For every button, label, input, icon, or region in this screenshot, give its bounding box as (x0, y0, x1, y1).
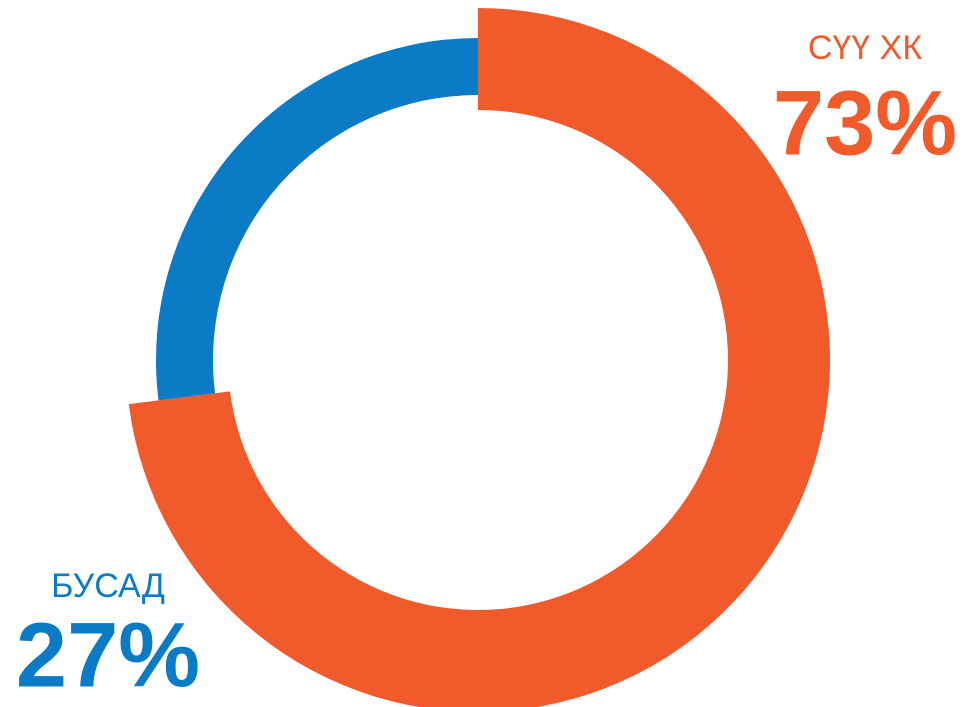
donut-segment (156, 38, 478, 401)
segment-name: БУСАД (51, 567, 165, 605)
donut-segment (128, 8, 830, 707)
segment-value: 27% (16, 604, 200, 706)
segment-name: СҮҮ ХК (808, 29, 922, 67)
segment-value: 73% (773, 72, 957, 174)
